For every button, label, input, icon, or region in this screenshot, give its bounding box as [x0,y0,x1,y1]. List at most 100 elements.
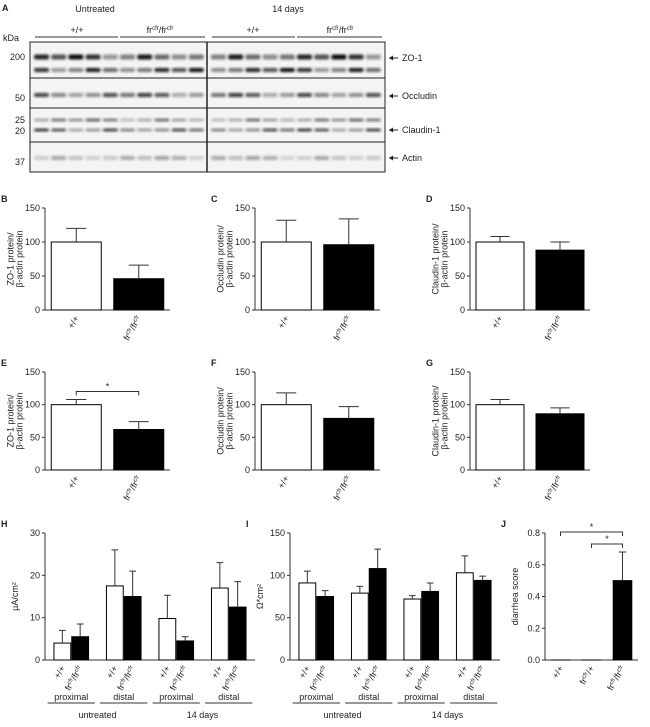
y-axis-label: Claudin-1 protein/ [431,223,441,295]
error-bar [618,551,627,581]
error-bar [303,570,311,583]
blot-band [137,93,153,97]
panel-letter: F [211,358,217,368]
x-tick-label-part: cfr [179,665,188,674]
x-tick-label: +/+ [157,664,172,680]
y-tick-label: 100 [235,237,250,247]
x-tick-label: frcfr/frcfr [543,474,565,502]
blot-band [331,93,347,97]
y-axis-label: β-actin protein [15,230,25,287]
blot-band [365,156,381,160]
bar [53,642,72,661]
blot-band [188,54,204,60]
error-bar [58,629,66,644]
x-tick-label-part: /fr [549,320,562,332]
blot-band [297,54,312,60]
blot-band [120,68,135,72]
bar [535,413,585,471]
blot-band [154,93,170,97]
y-tick-label: 100 [25,237,40,247]
y-axis-label: β-actin protein [440,392,450,449]
condition-label: 14 days [272,4,304,14]
x-tick-label-part: cfr [125,487,134,496]
error-bar [128,264,149,279]
genotype-label-part: cfr [167,26,174,32]
blot-band [365,54,381,60]
y-tick-label: 150 [235,367,250,377]
x-tick-label-part: cfr [171,677,180,686]
genotype-label-part: cfr [152,26,159,32]
x-tick-label-part: cfr [546,487,555,496]
genotype-label-part: fr [327,25,333,35]
blot-band [365,93,381,97]
x-tick-label: +/+ [490,474,505,490]
y-tick-label: 30 [30,528,40,538]
marker-label: 200 [10,52,25,62]
x-tick-label-part: fr [308,682,319,692]
x-tick-label: +/+ [349,664,364,680]
bar [210,587,229,661]
x-tick-label: +/+ [209,664,224,680]
blot-band [348,118,364,122]
x-tick-label: +/+ [276,314,291,330]
marker-label: 37 [15,157,25,167]
x-tick-label-part: /fr [337,480,350,492]
blot-band [314,156,330,160]
x-tick-label: +/+ [52,664,67,680]
blot-band [34,156,49,160]
blot-band [228,54,244,60]
bar [176,640,195,661]
blot-band [348,128,364,132]
arrow-head [389,127,393,133]
blot-band [331,156,347,160]
bar [421,590,440,661]
blot-band [120,93,135,97]
y-tick-label: 0 [460,465,465,475]
blot-band [211,128,226,132]
x-tick-label-part: fr [331,492,342,502]
x-tick-label-part: /+ [584,664,597,676]
blot-band [120,156,135,160]
blot-band [34,128,49,132]
x-tick-label-part: fr [578,677,589,687]
x-tick-label-part: /fr [127,320,140,332]
y-axis-label: β-actin protein [225,230,235,287]
blot-band [279,128,295,132]
x-tick-label: +/+ [104,664,119,680]
x-tick-label-part: fr [413,682,424,692]
significance-label: * [106,381,110,391]
blot-band [51,156,67,160]
x-tick-label-part: /fr [419,670,432,682]
y-tick-label: 0.4 [527,592,540,602]
x-tick-label-part: /fr [121,670,134,682]
blot-band [297,93,312,97]
blot-band [137,54,153,60]
blot-band [34,68,49,72]
bar [50,404,102,471]
marker-label: 25 [15,115,25,125]
error-bar [216,562,224,589]
blot-band [245,68,261,72]
blot-band [365,128,381,132]
blot-band [171,68,187,72]
y-axis-label: Occludin protein/ [216,387,226,455]
significance-bracket [560,531,623,537]
y-axis-label: Ω*cm² [255,584,265,609]
x-tick-label-part: cfr [311,677,320,686]
genotype-label-part: /fr [159,25,167,35]
blot-band [228,68,244,72]
x-tick-label-part: fr [63,682,74,692]
blot-band [51,93,67,97]
blot-band [102,68,118,72]
error-bar [461,555,469,573]
bar [612,580,633,661]
error-bar [356,585,364,594]
x-tick-label-part: cfr [66,677,75,686]
bar [113,428,165,471]
blot-band [51,54,67,60]
western-blot [29,36,386,173]
blot-band [348,68,364,72]
blot-band [262,54,278,60]
bar [475,404,525,471]
blot-band [314,68,330,72]
